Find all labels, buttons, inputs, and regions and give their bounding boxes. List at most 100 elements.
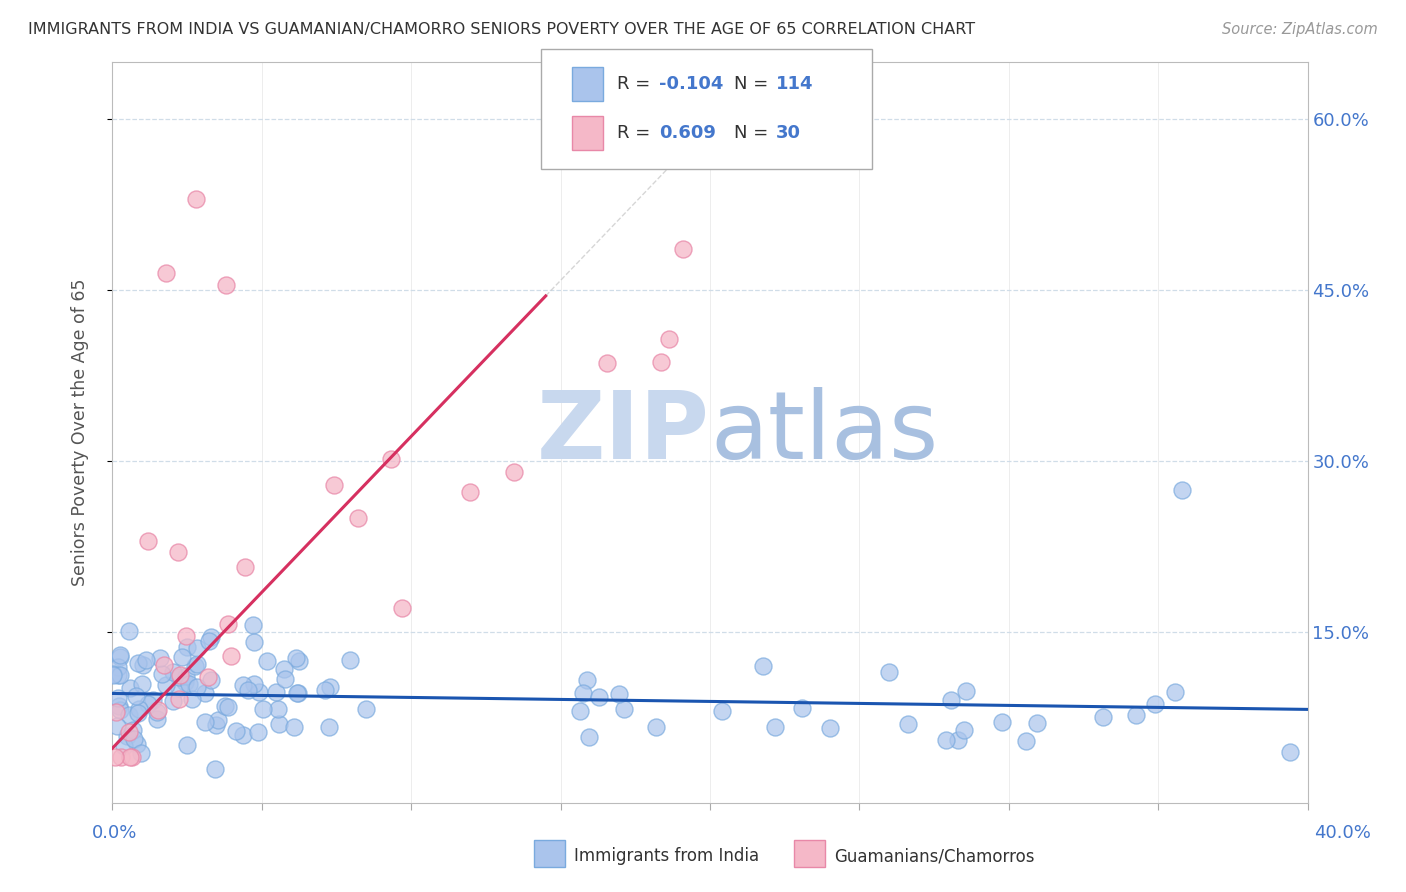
Point — [273, 662, 295, 676]
Point — [136, 697, 159, 711]
Point — [169, 668, 191, 682]
Point — [138, 533, 160, 548]
Point — [285, 650, 308, 665]
Point — [991, 715, 1014, 730]
Point — [146, 705, 169, 719]
Point — [128, 701, 150, 715]
Point — [955, 684, 977, 698]
Point — [105, 719, 128, 733]
Point — [117, 724, 139, 739]
Point — [207, 714, 229, 728]
Point — [314, 682, 336, 697]
Point — [283, 720, 305, 734]
Point — [897, 717, 920, 731]
Point — [205, 718, 228, 732]
Point — [162, 665, 184, 680]
Point — [142, 693, 165, 707]
Text: Guamanians/Chamorros: Guamanians/Chamorros — [834, 847, 1035, 865]
Point — [131, 677, 153, 691]
Point — [180, 691, 202, 706]
Point — [115, 730, 138, 744]
Point — [108, 650, 131, 665]
Point — [105, 705, 128, 719]
Y-axis label: Seniors Poverty Over the Age of 65: Seniors Poverty Over the Age of 65 — [70, 279, 89, 586]
Point — [176, 629, 198, 643]
Point — [149, 650, 172, 665]
Point — [1278, 745, 1301, 759]
Text: R =: R = — [617, 124, 657, 143]
Point — [644, 721, 666, 735]
Point — [197, 670, 219, 684]
Point — [110, 668, 132, 682]
Text: Source: ZipAtlas.com: Source: ZipAtlas.com — [1222, 22, 1378, 37]
Point — [108, 648, 131, 662]
Point — [572, 686, 595, 700]
Point — [658, 332, 681, 346]
Point — [242, 635, 264, 649]
Point — [107, 691, 129, 706]
Point — [200, 673, 222, 688]
Point — [131, 658, 153, 673]
Point — [103, 667, 125, 681]
Point — [107, 668, 129, 682]
Point — [215, 277, 238, 292]
Point — [232, 728, 254, 742]
Point — [183, 658, 205, 673]
Point — [588, 690, 610, 704]
Text: Immigrants from India: Immigrants from India — [574, 847, 759, 865]
Point — [323, 477, 346, 491]
Point — [131, 746, 153, 760]
Point — [613, 702, 636, 716]
Point — [269, 717, 291, 731]
Point — [186, 681, 208, 695]
Point — [790, 700, 813, 714]
Point — [112, 739, 135, 753]
Text: N =: N = — [734, 124, 773, 143]
Text: 114: 114 — [776, 75, 814, 93]
Point — [146, 712, 169, 726]
Point — [354, 702, 377, 716]
Point — [710, 704, 733, 718]
Point — [173, 674, 195, 689]
Point — [169, 692, 191, 706]
Point — [217, 699, 239, 714]
Point — [108, 699, 131, 714]
Point — [818, 721, 841, 735]
Point — [1164, 685, 1187, 699]
Point — [287, 654, 309, 668]
Point — [256, 654, 278, 668]
Point — [671, 242, 693, 256]
Point — [150, 666, 173, 681]
Point — [318, 720, 340, 734]
Point — [1015, 734, 1038, 748]
Point — [214, 698, 236, 713]
Point — [339, 653, 361, 667]
Point — [953, 723, 976, 738]
Point — [232, 678, 254, 692]
Point — [118, 708, 141, 723]
Point — [242, 618, 264, 632]
Point — [135, 653, 157, 667]
Point — [186, 192, 208, 206]
Point — [346, 511, 368, 525]
Point — [174, 669, 197, 683]
Point — [246, 725, 269, 739]
Text: 0.609: 0.609 — [659, 124, 716, 143]
Point — [380, 452, 402, 467]
Point — [101, 668, 124, 682]
Point — [578, 730, 600, 744]
Text: 0.0%: 0.0% — [91, 824, 136, 842]
Point — [186, 657, 208, 671]
Point — [146, 703, 169, 717]
Point — [1091, 710, 1114, 724]
Point — [122, 723, 145, 737]
Point — [1143, 697, 1166, 711]
Point — [204, 762, 226, 776]
Point — [249, 685, 271, 699]
Point — [285, 686, 308, 700]
Point — [124, 731, 146, 746]
Point — [118, 624, 141, 638]
Point — [118, 750, 141, 764]
Point — [194, 686, 217, 700]
Point — [877, 665, 900, 679]
